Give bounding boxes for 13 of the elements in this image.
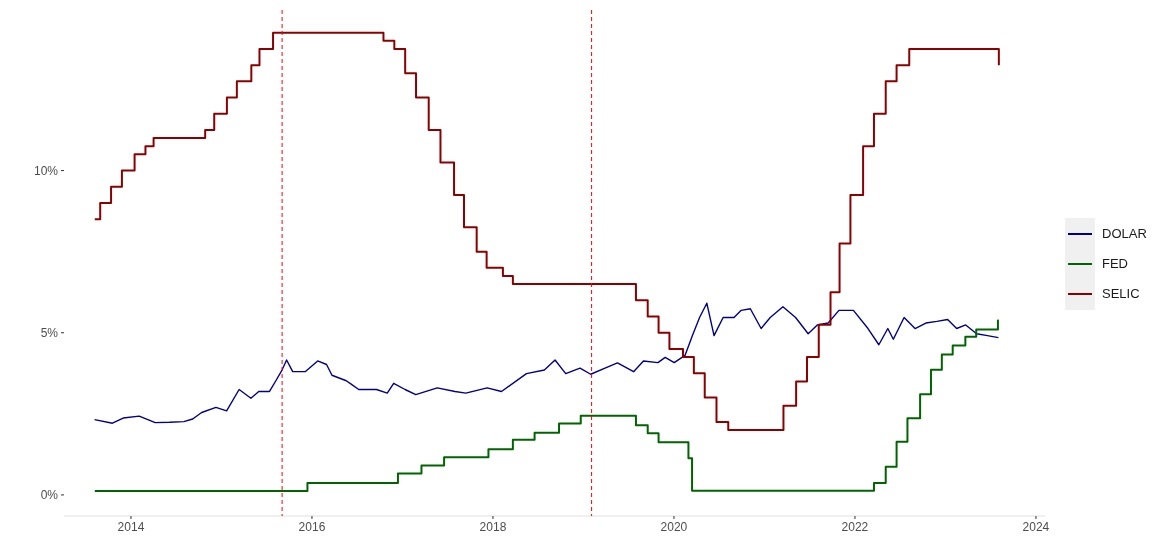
x-tick-label: 2020	[660, 520, 688, 534]
x-tick-label: 2024	[1022, 520, 1050, 534]
legend-label: SELIC	[1102, 286, 1140, 301]
line-series	[93, 302, 1000, 424]
legend-label: DOLAR	[1102, 226, 1147, 241]
x-tick-label: 2016	[298, 520, 326, 534]
x-tick-label: 2018	[479, 520, 507, 534]
y-tick-label: 10%	[33, 163, 59, 178]
legend-label: FED	[1102, 256, 1128, 271]
x-tick-label: 2014	[117, 520, 145, 534]
x-tick-label: 2022	[841, 520, 869, 534]
y-tick-label: 0%	[40, 487, 59, 502]
y-tick-label: 5%	[40, 325, 59, 340]
